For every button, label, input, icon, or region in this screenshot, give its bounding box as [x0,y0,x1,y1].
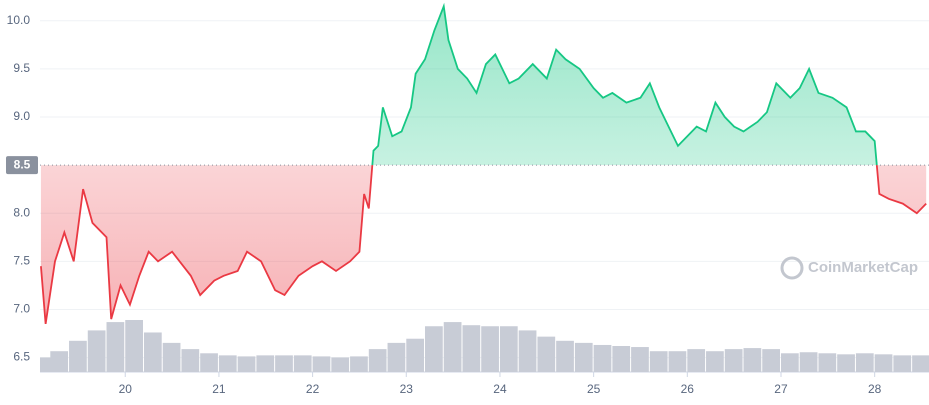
volume-bar [256,355,275,372]
volume-bar [687,349,706,372]
area-down [40,165,927,324]
volume-bar [275,355,293,372]
volume-bar [181,349,200,372]
volume-bar [668,351,687,372]
y-tick-label: 7.0 [13,302,30,316]
volume-bar [593,344,612,372]
volume-bar [237,356,256,372]
price-line-up [371,2,878,166]
volume-bar [69,340,87,372]
volume-bar [762,349,780,372]
volume-bar [331,357,350,372]
x-tick-label: 21 [212,382,226,396]
y-tick-label: 8.0 [13,205,30,219]
volume-bar [162,342,181,372]
volume-bar [743,348,762,372]
volume-bar [406,338,425,372]
watermark-logo [780,256,804,280]
volume-bar [368,349,387,372]
volume-bar [724,349,743,372]
volume-bar [143,332,162,372]
volume-bar [893,355,912,372]
volume-bar [837,354,855,372]
volume-bar [499,326,518,372]
x-tick-label: 26 [681,382,695,396]
volume-bar [556,340,574,372]
volume-bar [443,322,462,372]
x-tick-label: 23 [400,382,414,396]
y-tick-label: 6.5 [13,350,30,364]
volume-bar [537,336,556,372]
volume-bar [218,355,237,372]
x-tick-label: 28 [868,382,882,396]
x-tick-label: 25 [587,382,601,396]
volume-bar [106,322,125,372]
watermark: CoinMarketCap [808,259,918,276]
volume-bar [387,342,406,372]
reference-label: 8.5 [14,157,31,171]
volume-bar [631,347,649,372]
volume-bar [780,353,799,372]
y-tick-label: 7.5 [13,254,30,268]
volume-bar [462,325,481,372]
x-tick-label: 27 [774,382,788,396]
volume-bar [912,355,929,372]
x-tick-label: 22 [306,382,320,396]
volume-bar [649,351,668,372]
volume-bar [518,330,537,372]
volume-bar [200,353,218,372]
y-tick-label: 9.5 [13,61,30,75]
volume-bar [125,320,143,372]
volume-bar [481,326,499,372]
volume-bar [425,326,443,372]
volume-bar [312,356,331,372]
volume-bar [706,351,724,372]
volume-bar [799,352,818,372]
price-line-down [40,165,927,325]
reference-badge [6,156,38,175]
y-tick-label: 10.0 [7,13,31,27]
y-tick-label: 9.0 [13,109,30,123]
volume-bar [874,354,893,372]
x-tick-label: 24 [493,382,507,396]
volume-bar [50,351,69,372]
volume-bar [87,330,106,372]
volume-bar [350,356,368,372]
volume-bar [612,346,631,372]
area-up [372,6,877,166]
volume-bar [818,353,837,372]
volume-bar [855,353,874,372]
x-tick-label: 20 [119,382,133,396]
volume-bar [574,342,593,372]
volume-bar [293,355,312,372]
